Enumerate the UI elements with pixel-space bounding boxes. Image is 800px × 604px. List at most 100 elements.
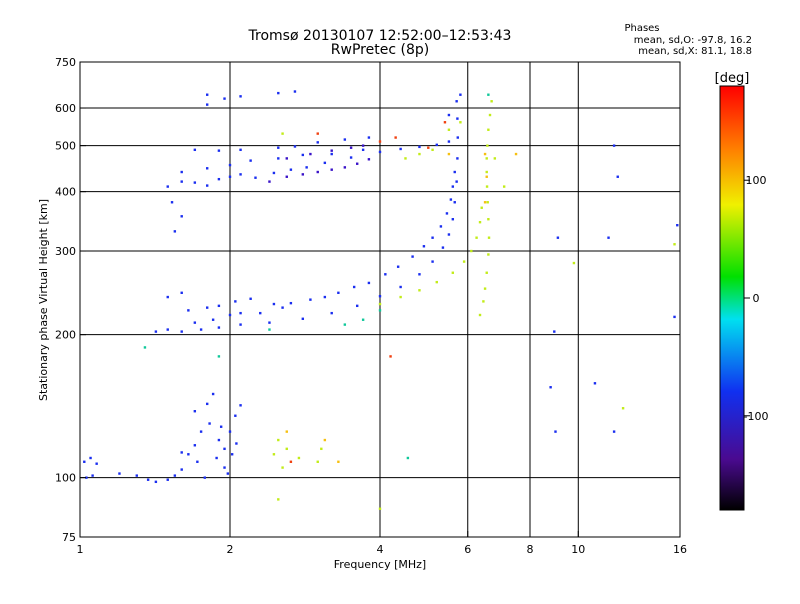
data-point (199, 328, 203, 331)
data-point (208, 422, 211, 425)
data-point (316, 141, 319, 144)
data-point (422, 245, 426, 248)
data-point (431, 148, 434, 152)
data-point (205, 167, 209, 170)
data-point (91, 474, 94, 477)
data-point (427, 146, 430, 149)
data-point (239, 323, 242, 326)
data-point (249, 297, 252, 300)
data-point (170, 201, 174, 204)
data-point (83, 460, 86, 463)
data-point (166, 328, 169, 331)
data-point (146, 478, 150, 481)
data-point (378, 140, 382, 143)
data-point (230, 453, 234, 456)
data-point (404, 157, 407, 160)
y-tick-label: 600 (55, 102, 76, 115)
data-point (95, 462, 98, 465)
data-point (411, 255, 414, 258)
data-point (239, 173, 242, 176)
data-point (205, 402, 209, 406)
data-point (180, 180, 183, 183)
y-tick-label: 75 (62, 531, 76, 544)
data-point (180, 330, 183, 333)
data-point (154, 330, 158, 333)
data-point (154, 480, 158, 484)
data-point (239, 404, 242, 407)
data-point (199, 430, 203, 433)
colorbar-gradient (719, 85, 745, 511)
data-point (593, 382, 597, 385)
data-point (487, 236, 491, 239)
data-point (367, 158, 371, 161)
data-point (289, 168, 293, 171)
data-point (217, 149, 221, 152)
data-point (453, 170, 456, 174)
x-tick-label: 10 (571, 543, 585, 556)
data-point (418, 152, 421, 156)
data-point (223, 466, 226, 469)
data-point (445, 212, 449, 215)
data-point (549, 386, 552, 389)
data-point (399, 147, 402, 151)
data-point (478, 313, 482, 317)
data-point (343, 138, 347, 141)
data-point (223, 447, 226, 451)
data-point (343, 166, 347, 169)
y-tick-label: 750 (55, 56, 76, 69)
data-point (228, 175, 232, 178)
data-point (239, 148, 242, 152)
data-point (486, 144, 489, 147)
data-point (259, 311, 262, 315)
data-point (553, 330, 556, 333)
colorbar: [deg] 100 0 -100 (715, 71, 769, 511)
data-point (673, 243, 676, 246)
data-point (320, 447, 323, 451)
data-point (234, 414, 237, 417)
data-point (135, 474, 138, 477)
data-point (193, 181, 197, 184)
data-point (435, 280, 438, 284)
data-point (451, 185, 455, 188)
axis-ticks: 1 2 4 6 8 10 16 75 100 200 300 400 500 600 750 (55, 56, 687, 556)
data-point (205, 306, 209, 309)
data-point (431, 260, 434, 263)
data-point (487, 93, 490, 96)
data-point (305, 166, 308, 169)
data-point (309, 298, 312, 301)
data-point (378, 507, 382, 510)
x-tick-label: 8 (527, 543, 534, 556)
data-point (166, 295, 169, 299)
data-point (673, 315, 676, 319)
data-point (293, 90, 297, 93)
data-point (193, 444, 197, 447)
y-axis-label: Stationary phase Virtual Height [km] (37, 199, 50, 401)
data-point (268, 180, 271, 183)
data-point (487, 128, 490, 131)
data-point (361, 144, 365, 147)
data-point (475, 236, 478, 239)
data-point (478, 220, 482, 224)
data-point (418, 145, 421, 149)
data-point (235, 442, 238, 445)
data-point (396, 265, 400, 268)
data-point (554, 430, 557, 433)
data-point (443, 121, 447, 124)
colorbar-tick-label: -100 (744, 410, 769, 423)
data-point (193, 148, 197, 152)
data-point (285, 175, 288, 178)
data-point (217, 355, 221, 358)
data-point (485, 185, 489, 188)
data-point (485, 175, 488, 178)
chart-subtitle: RwPretec (8p) (331, 42, 429, 58)
data-point (447, 113, 451, 117)
y-tick-label: 400 (55, 186, 76, 199)
data-point (355, 162, 359, 165)
data-point (281, 306, 284, 309)
data-point (173, 474, 177, 477)
y-tick-label: 200 (55, 329, 76, 342)
data-point (180, 170, 183, 174)
data-point (378, 302, 382, 306)
data-point (277, 146, 280, 149)
